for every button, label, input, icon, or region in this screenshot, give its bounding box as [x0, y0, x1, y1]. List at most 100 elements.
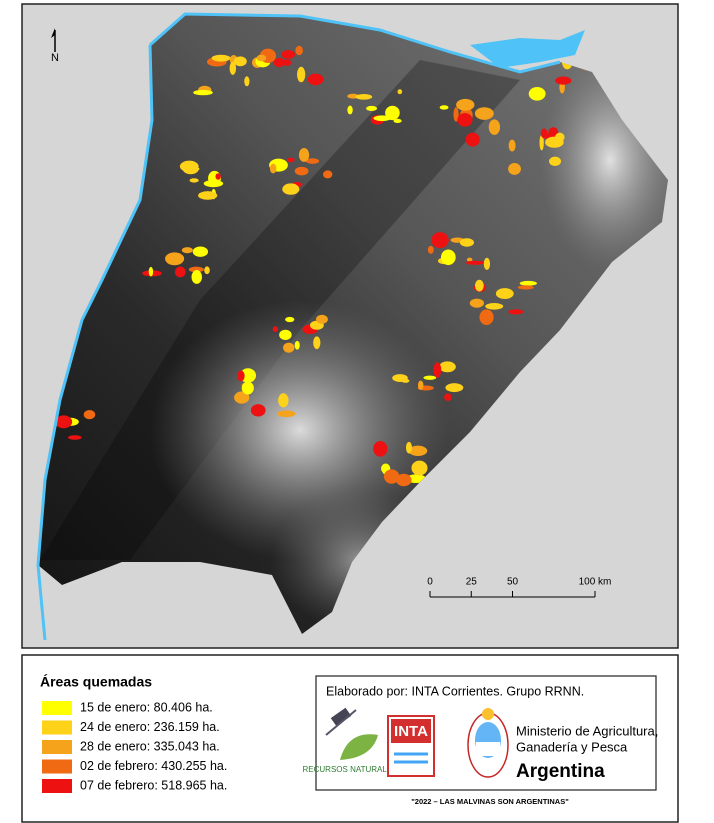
burned-patch: [256, 54, 267, 62]
ministry-line: Ganadería y Pesca: [516, 739, 628, 754]
river: [36, 44, 154, 641]
burned-patch: [395, 473, 412, 487]
burned-patch: [165, 252, 185, 266]
burned-patch: [179, 160, 199, 173]
burned-patch: [474, 279, 484, 292]
burned-patch: [282, 59, 292, 66]
burned-patch: [295, 45, 303, 56]
burned-patch: [495, 288, 514, 300]
burned-patch: [347, 105, 353, 115]
burned-patch: [211, 54, 231, 62]
burned-patch: [272, 326, 279, 332]
scale-label: 0: [427, 577, 433, 588]
burned-patch: [193, 89, 213, 96]
burned-patch: [315, 314, 328, 324]
burned-patch: [466, 257, 473, 262]
burned-patch: [278, 393, 289, 408]
burned-patch: [530, 90, 546, 95]
burned-patch: [244, 76, 250, 87]
burned-patch: [483, 257, 491, 270]
burned-patch: [427, 245, 434, 254]
scale-bar: 0 25 50 100 km: [427, 577, 612, 598]
burned-patch: [405, 441, 412, 454]
burned-patch: [453, 107, 459, 122]
legend-label: 28 de enero: 335.043 ha.: [80, 739, 220, 753]
burned-patch: [148, 266, 154, 277]
burned-patch: [241, 381, 254, 395]
legend-label: 02 de febrero: 430.255 ha.: [80, 759, 227, 773]
burned-patch: [465, 260, 485, 265]
burned-patch: [366, 105, 378, 111]
credits-author: Elaborado por: INTA Corrientes. Grupo RR…: [326, 684, 584, 698]
burned-patch: [269, 163, 277, 174]
burned-patch: [517, 285, 534, 290]
burned-patch: [233, 56, 247, 67]
burned-patch: [439, 361, 456, 373]
emblem-sun: [482, 708, 494, 720]
burned-patch: [373, 440, 388, 457]
burned-patch: [281, 50, 296, 59]
scale-label: 100 km: [579, 577, 612, 588]
burned-patch: [439, 105, 449, 110]
legend-swatch: [42, 701, 72, 715]
burned-patch: [189, 178, 199, 183]
burned-patch: [508, 139, 516, 152]
burned-patch: [229, 61, 237, 75]
burned-patch: [508, 309, 524, 315]
burned-patch: [444, 393, 452, 402]
burned-patch: [273, 57, 286, 68]
burned-patch: [488, 119, 501, 135]
burned-patch: [555, 132, 565, 142]
burned-patch: [68, 435, 82, 440]
burned-patch: [519, 280, 537, 286]
burned-patch: [305, 158, 320, 164]
legend-swatch: [42, 759, 72, 774]
burned-patch: [456, 98, 475, 111]
burned-patch: [234, 391, 250, 404]
burned-patch: [508, 162, 521, 175]
burned-patch: [459, 238, 474, 247]
burned-patch: [215, 173, 221, 180]
scale-label: 50: [507, 577, 519, 588]
burned-patch: [277, 410, 296, 418]
burned-patch: [192, 246, 209, 257]
burned-patch: [313, 336, 321, 350]
ministry-line: Ministerio de Agricultura,: [516, 723, 658, 738]
legend-swatch: [42, 720, 72, 735]
motto: "2022 – LAS MALVINAS SON ARGENTINAS": [411, 797, 569, 806]
burned-patch: [198, 191, 218, 200]
burned-patch: [549, 156, 562, 166]
burned-patch: [479, 309, 494, 326]
burned-patch: [323, 170, 333, 179]
burned-patch: [465, 132, 480, 147]
inta-label: INTA: [394, 723, 428, 740]
burned-patch: [181, 247, 193, 254]
burned-patch: [383, 469, 400, 484]
burned-patch: [297, 66, 306, 83]
legend-label: 24 de enero: 236.159 ha.: [80, 720, 220, 734]
burned-patch: [191, 270, 202, 284]
burned-patch: [539, 134, 544, 151]
burned-patch: [250, 404, 266, 417]
burned-patch: [55, 415, 73, 429]
burned-patch: [283, 342, 295, 353]
inta-logo-top: [391, 719, 431, 743]
burned-patch: [457, 113, 473, 127]
burned-patch: [408, 445, 428, 457]
country-label: Argentina: [516, 761, 605, 782]
burned-patch: [431, 232, 449, 249]
burned-patch: [417, 380, 424, 390]
burned-patch: [294, 340, 300, 350]
burned-patch: [294, 166, 309, 176]
burned-patch: [393, 118, 402, 123]
legend-swatch: [42, 779, 72, 793]
burned-patch: [411, 460, 428, 476]
burned-patch: [282, 183, 300, 195]
burned-patch: [423, 375, 437, 380]
burned-patch: [240, 368, 256, 383]
burned-patch: [373, 115, 391, 122]
burned-patch: [203, 179, 224, 188]
burned-patch: [279, 329, 292, 341]
water-body: [470, 30, 585, 68]
